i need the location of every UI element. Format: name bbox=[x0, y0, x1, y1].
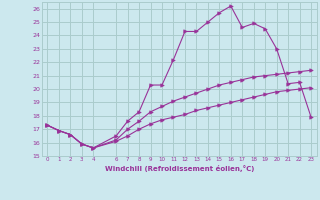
X-axis label: Windchill (Refroidissement éolien,°C): Windchill (Refroidissement éolien,°C) bbox=[105, 165, 254, 172]
